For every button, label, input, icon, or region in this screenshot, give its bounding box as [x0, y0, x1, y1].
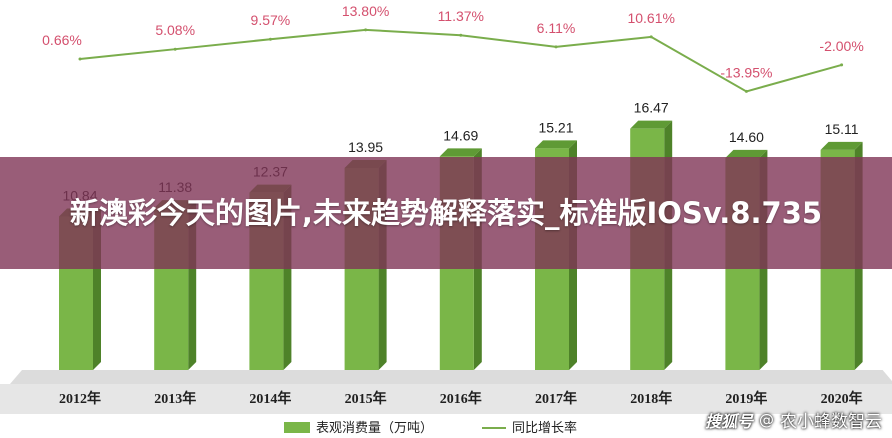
- legend-bar-swatch: [284, 422, 310, 433]
- growth-point: [840, 63, 844, 67]
- bar-top: [439, 148, 482, 157]
- category-label: 2012年: [59, 390, 101, 407]
- bar-value-label: 13.95: [348, 139, 383, 155]
- headline-banner: 新澳彩今天的图片,未来趋势解释落实_标准版IOSv.8.735: [0, 157, 892, 269]
- legend-bar-label: 表观消费量（万吨）: [316, 421, 433, 436]
- growth-rate-label: 9.57%: [251, 12, 291, 28]
- growth-rate-label: 11.37%: [438, 8, 484, 24]
- brand-name: 农小蜂数智云: [780, 412, 882, 432]
- bar-top: [820, 141, 863, 150]
- category-axis-band: [0, 384, 892, 414]
- category-label: 2015年: [345, 390, 387, 407]
- legend: 表观消费量（万吨） 同比增长率: [284, 420, 577, 436]
- legend-line-label: 同比增长率: [512, 420, 577, 436]
- growth-rate-label: -2.00%: [819, 38, 863, 54]
- growth-rate-labels: 0.66% 5.08% 9.57% 13.80% 11.37% 6.11% 10.61% -1…: [42, 3, 864, 81]
- growth-point: [173, 47, 177, 51]
- growth-rate-label: -13.95%: [720, 64, 772, 80]
- bar-value-label: 14.60: [729, 129, 764, 145]
- category-label: 2020年: [821, 390, 863, 407]
- growth-rate-label: 10.61%: [627, 10, 674, 26]
- headline-text: 新澳彩今天的图片,未来趋势解释落实_标准版IOSv.8.735: [69, 196, 823, 230]
- brand-logo: 搜狐号: [704, 411, 753, 431]
- category-label: 2016年: [440, 390, 482, 407]
- growth-rate-label: 6.11%: [537, 20, 576, 36]
- growth-rate-label: 13.80%: [342, 3, 389, 19]
- category-label: 2017年: [535, 390, 577, 407]
- category-label: 2019年: [725, 390, 767, 407]
- bar-value-label: 14.69: [443, 127, 478, 143]
- growth-line: [79, 28, 842, 93]
- bar-value-label: 15.21: [538, 119, 573, 135]
- growth-point: [268, 37, 272, 41]
- category-label: 2013年: [154, 390, 196, 407]
- bar-top: [535, 140, 577, 149]
- growth-point: [78, 57, 82, 61]
- bar-top: [725, 149, 768, 158]
- growth-point: [554, 45, 558, 49]
- bar-value-label: 16.47: [634, 100, 669, 116]
- chart-floor-plane: [10, 370, 892, 384]
- chart-floor: [0, 370, 892, 414]
- growth-rate-label: 0.66%: [42, 32, 82, 48]
- category-label: 2014年: [249, 390, 291, 407]
- growth-point: [459, 33, 463, 37]
- growth-rate-label: 5.08%: [155, 22, 195, 38]
- growth-point: [364, 28, 368, 32]
- brand-watermark: 搜狐号 @ 农小蜂数智云: [704, 407, 882, 433]
- category-label: 2018年: [630, 390, 672, 407]
- growth-point: [744, 89, 748, 93]
- growth-line-series: [78, 28, 844, 93]
- brand-separator: @: [759, 410, 774, 429]
- bar-value-label: 15.11: [825, 121, 859, 137]
- growth-point: [649, 35, 653, 39]
- category-axis-labels: 2012年 2013年 2014年 2015年 2016年 2017年 2018年 2019年…: [59, 390, 863, 407]
- bar-top: [630, 120, 673, 129]
